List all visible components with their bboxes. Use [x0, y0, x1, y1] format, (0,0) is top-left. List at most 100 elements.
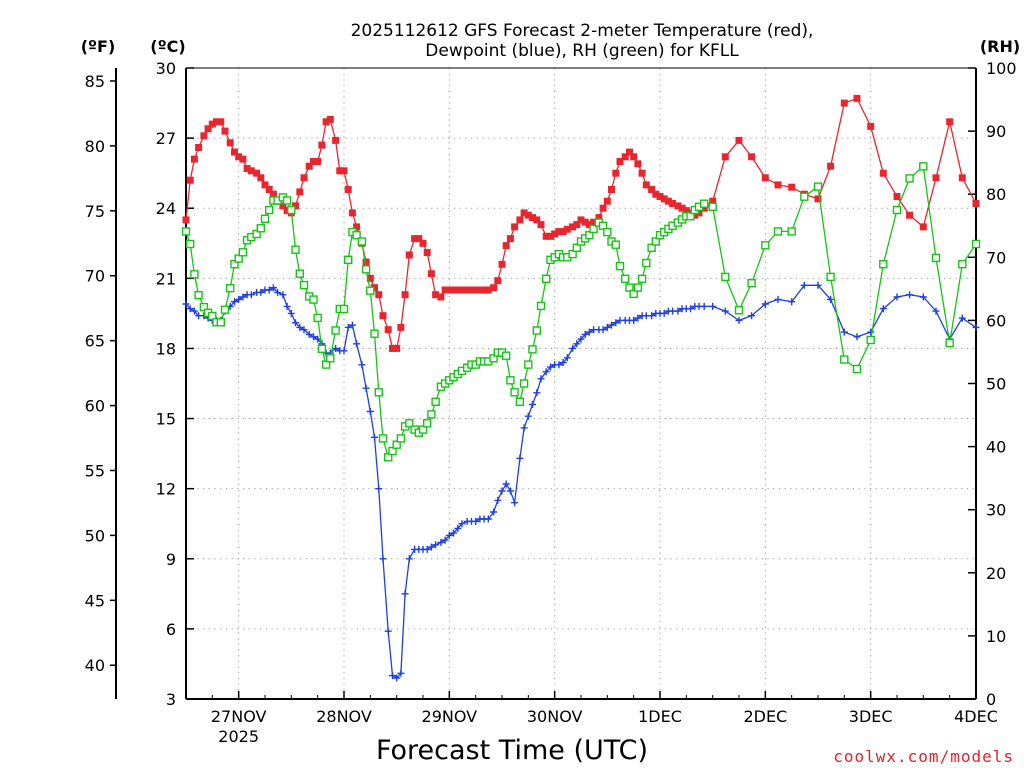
point-rh-138 — [958, 260, 967, 269]
point-temperature-79 — [529, 214, 536, 222]
point-rh-39 — [352, 230, 361, 240]
point-dewpoint-97 — [608, 321, 615, 329]
point-temperature-7 — [213, 118, 220, 126]
point-dewpoint-125 — [788, 298, 796, 306]
point-temperature-39 — [353, 223, 361, 231]
point-temperature-56 — [427, 270, 435, 278]
y-tick-label-f-3: 55 — [85, 461, 105, 480]
point-temperature-123 — [761, 174, 769, 182]
point-rh-51 — [405, 419, 414, 428]
point-dewpoint-61 — [450, 529, 457, 537]
point-dewpoint-77 — [520, 424, 528, 432]
point-temperature-42 — [366, 274, 374, 282]
point-dewpoint-57 — [432, 541, 440, 549]
point-temperature-135 — [919, 223, 927, 231]
point-dewpoint-134 — [906, 291, 914, 299]
y-tick-label-rh-10: 100 — [986, 59, 1017, 78]
point-temperature-88 — [569, 223, 577, 231]
point-temperature-34 — [332, 136, 340, 144]
point-temperature-20 — [269, 190, 277, 198]
point-dewpoint-46 — [384, 627, 392, 635]
point-rh-19 — [265, 205, 274, 215]
point-rh-132 — [879, 260, 888, 269]
point-dewpoint-15 — [247, 291, 255, 299]
point-dewpoint-122 — [748, 312, 756, 320]
y-tick-label-c-3: 12 — [156, 480, 176, 499]
y-tick-label-rh-3: 30 — [986, 501, 1006, 520]
unit-label-fahrenheit: (ºF) — [81, 37, 116, 56]
y-axis-rh-ticks: 0 10 20 30 40 50 60 70 80 90 100 — [968, 59, 1017, 709]
point-temperature-63 — [458, 286, 466, 294]
chart-title-line1: 2025112612 GFS Forecast 2-meter Temperat… — [351, 21, 814, 41]
point-rh-2 — [190, 270, 199, 279]
point-temperature-59 — [441, 286, 449, 294]
point-dewpoint-50 — [401, 590, 409, 598]
point-temperature-81 — [537, 221, 545, 229]
point-temperature-62 — [454, 286, 462, 294]
point-temperature-82 — [542, 232, 550, 240]
point-rh-137 — [945, 338, 954, 348]
point-rh-81 — [536, 301, 546, 311]
x-axis-label: Forecast Time (UTC) — [376, 735, 648, 766]
point-rh-80 — [532, 326, 541, 335]
point-rh-96 — [603, 227, 612, 237]
point-temperature-138 — [958, 174, 966, 182]
point-temperature-71 — [494, 277, 502, 285]
point-temperature-18 — [261, 181, 269, 189]
point-rh-88 — [568, 249, 577, 259]
x-tick-label-3: 30NOV — [527, 707, 583, 726]
point-temperature-51 — [405, 251, 413, 259]
point-temperature-54 — [419, 239, 427, 247]
point-rh-4 — [199, 302, 209, 312]
point-rh-44 — [374, 388, 383, 397]
series-layer — [181, 94, 981, 682]
unit-label-rh: (RH) — [980, 37, 1020, 56]
y-tick-label-c-5: 18 — [156, 339, 176, 358]
point-temperature-26 — [296, 188, 304, 196]
point-temperature-104 — [638, 169, 646, 177]
y-tick-label-f-5: 65 — [85, 332, 105, 351]
point-temperature-6 — [208, 120, 216, 128]
point-rh-41 — [361, 265, 371, 274]
point-temperature-120 — [721, 153, 729, 161]
point-dewpoint-21 — [274, 288, 282, 296]
point-dewpoint-37 — [344, 323, 352, 331]
point-temperature-76 — [516, 216, 524, 224]
y-tick-label-rh-1: 10 — [986, 627, 1006, 646]
point-dewpoint-41 — [362, 384, 370, 392]
point-dewpoint-91 — [581, 330, 589, 338]
point-temperature-122 — [748, 153, 756, 161]
y-tick-label-rh-9: 90 — [986, 122, 1006, 141]
point-rh-82 — [542, 274, 551, 283]
y-tick-label-f-2: 50 — [85, 526, 105, 545]
point-dewpoint-24 — [287, 309, 295, 317]
point-rh-78 — [524, 360, 533, 369]
credit-text[interactable]: coolwx.com/models — [833, 747, 1014, 766]
point-rh-30 — [313, 313, 322, 323]
point-dewpoint-86 — [559, 359, 567, 366]
series-line-dewpoint — [185, 284, 977, 679]
point-rh-133 — [892, 205, 902, 215]
point-temperature-36 — [340, 167, 348, 175]
point-dewpoint-39 — [353, 340, 361, 348]
point-dewpoint-87 — [563, 354, 571, 362]
point-dewpoint-72 — [498, 487, 506, 495]
point-dewpoint-78 — [524, 412, 532, 420]
point-dewpoint-60 — [445, 531, 453, 539]
point-temperature-134 — [906, 211, 914, 219]
point-temperature-17 — [257, 174, 265, 182]
point-rh-99 — [615, 261, 625, 271]
point-temperature-106 — [648, 186, 656, 193]
point-temperature-102 — [630, 153, 638, 161]
point-temperature-83 — [547, 232, 554, 240]
point-dewpoint-82 — [542, 368, 550, 376]
point-rh-103 — [633, 283, 643, 292]
point-rh-135 — [919, 162, 928, 171]
point-rh-36 — [339, 304, 349, 314]
point-temperature-139 — [972, 200, 980, 207]
point-temperature-84 — [551, 230, 559, 238]
point-rh-129 — [840, 355, 849, 364]
y-tick-label-rh-0: 0 — [986, 690, 996, 709]
series-line-rh — [185, 165, 977, 459]
